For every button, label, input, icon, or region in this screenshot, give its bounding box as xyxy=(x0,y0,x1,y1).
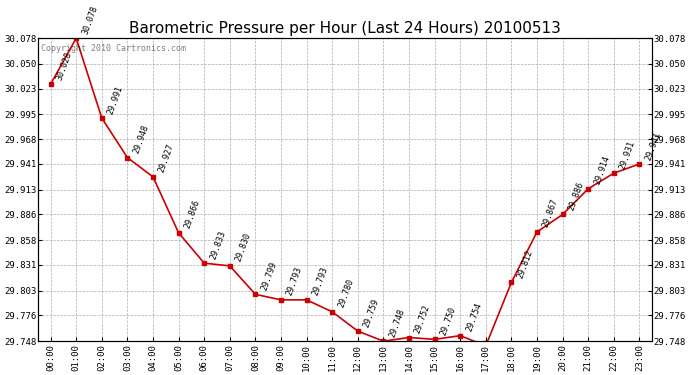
Text: 29.886: 29.886 xyxy=(566,180,586,212)
Text: 29.914: 29.914 xyxy=(592,155,611,186)
Text: 29.793: 29.793 xyxy=(310,266,330,297)
Title: Barometric Pressure per Hour (Last 24 Hours) 20100513: Barometric Pressure per Hour (Last 24 Ho… xyxy=(129,21,561,36)
Text: 29.941: 29.941 xyxy=(644,130,662,161)
Text: 29.991: 29.991 xyxy=(106,84,125,115)
Text: 29.750: 29.750 xyxy=(439,305,457,337)
Text: 29.759: 29.759 xyxy=(362,297,381,328)
Text: Copyright 2010 Cartronics.com: Copyright 2010 Cartronics.com xyxy=(41,44,186,53)
Text: 29.748: 29.748 xyxy=(388,307,406,338)
Text: 30.078: 30.078 xyxy=(80,4,99,35)
Text: 29.830: 29.830 xyxy=(234,232,253,263)
Text: 29.931: 29.931 xyxy=(618,139,637,170)
Text: 29.927: 29.927 xyxy=(157,143,176,174)
Text: 29.780: 29.780 xyxy=(336,278,355,309)
Text: 29.743: 29.743 xyxy=(0,374,1,375)
Text: 29.833: 29.833 xyxy=(208,229,227,260)
Text: 29.799: 29.799 xyxy=(259,260,278,292)
Text: 29.752: 29.752 xyxy=(413,303,432,335)
Text: 29.754: 29.754 xyxy=(464,302,483,333)
Text: 29.812: 29.812 xyxy=(515,248,534,280)
Text: 30.028: 30.028 xyxy=(55,50,74,81)
Text: 29.867: 29.867 xyxy=(541,198,560,229)
Text: 29.793: 29.793 xyxy=(285,266,304,297)
Text: 29.866: 29.866 xyxy=(183,199,201,230)
Text: 29.948: 29.948 xyxy=(132,123,150,155)
